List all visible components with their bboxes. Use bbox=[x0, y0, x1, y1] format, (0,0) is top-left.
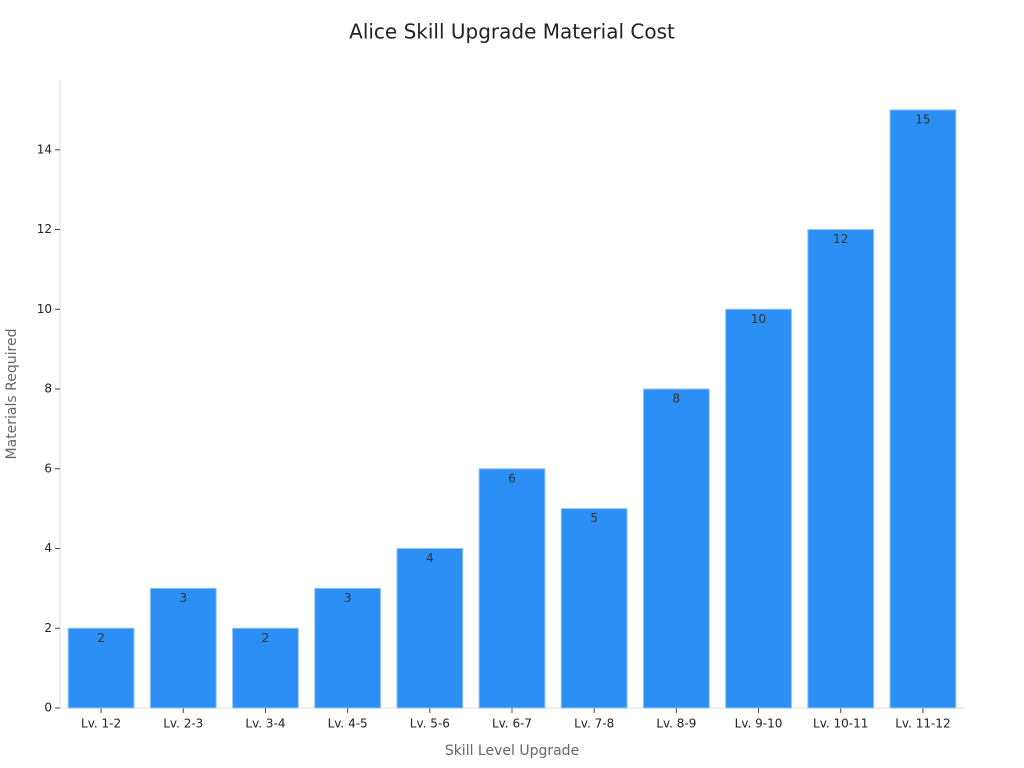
data-label: 15 bbox=[915, 112, 930, 126]
y-tick-label: 12 bbox=[37, 222, 52, 236]
bar bbox=[314, 587, 382, 709]
x-tick-label: Lv. 6-7 bbox=[492, 717, 532, 731]
bar bbox=[478, 468, 546, 709]
x-tick-label: Lv. 7-8 bbox=[574, 717, 614, 731]
data-label: 5 bbox=[590, 511, 598, 525]
data-label: 8 bbox=[673, 392, 681, 406]
data-label: 4 bbox=[426, 551, 434, 565]
y-tick-label: 14 bbox=[37, 142, 52, 156]
data-label: 2 bbox=[262, 631, 270, 645]
x-tick-label: Lv. 9-10 bbox=[735, 717, 783, 731]
data-label: 3 bbox=[179, 591, 187, 605]
x-axis-label: Skill Level Upgrade bbox=[445, 743, 579, 759]
data-label: 2 bbox=[97, 631, 105, 645]
x-tick-label: Lv. 2-3 bbox=[163, 717, 203, 731]
y-tick-label: 6 bbox=[44, 461, 52, 475]
x-tick-label: Lv. 4-5 bbox=[328, 717, 368, 731]
data-label: 3 bbox=[344, 591, 352, 605]
y-tick-label: 10 bbox=[37, 302, 52, 316]
y-tick-label: 0 bbox=[44, 701, 52, 715]
x-tick-label: Lv. 3-4 bbox=[245, 717, 285, 731]
bar bbox=[642, 388, 710, 709]
y-tick-label: 8 bbox=[44, 382, 52, 396]
data-label: 12 bbox=[833, 232, 848, 246]
data-label: 6 bbox=[508, 471, 516, 485]
chart-title: Alice Skill Upgrade Material Cost bbox=[349, 20, 675, 44]
y-tick-label: 4 bbox=[44, 541, 52, 555]
bar bbox=[889, 109, 957, 709]
bar bbox=[725, 308, 792, 709]
x-tick-label: Lv. 10-11 bbox=[813, 717, 868, 731]
y-axis-label: Materials Required bbox=[4, 329, 20, 460]
bar bbox=[149, 587, 217, 709]
bar bbox=[807, 229, 875, 709]
bar bbox=[560, 508, 628, 709]
y-tick-label: 2 bbox=[44, 621, 52, 635]
bar bbox=[232, 627, 299, 709]
x-tick-label: Lv. 1-2 bbox=[81, 717, 121, 731]
x-tick-label: Lv. 5-6 bbox=[410, 717, 450, 731]
x-tick-label: Lv. 8-9 bbox=[656, 717, 696, 731]
x-tick-label: Lv. 11-12 bbox=[895, 717, 950, 731]
data-label: 10 bbox=[751, 312, 766, 326]
bar bbox=[67, 627, 135, 709]
bar bbox=[396, 548, 464, 709]
